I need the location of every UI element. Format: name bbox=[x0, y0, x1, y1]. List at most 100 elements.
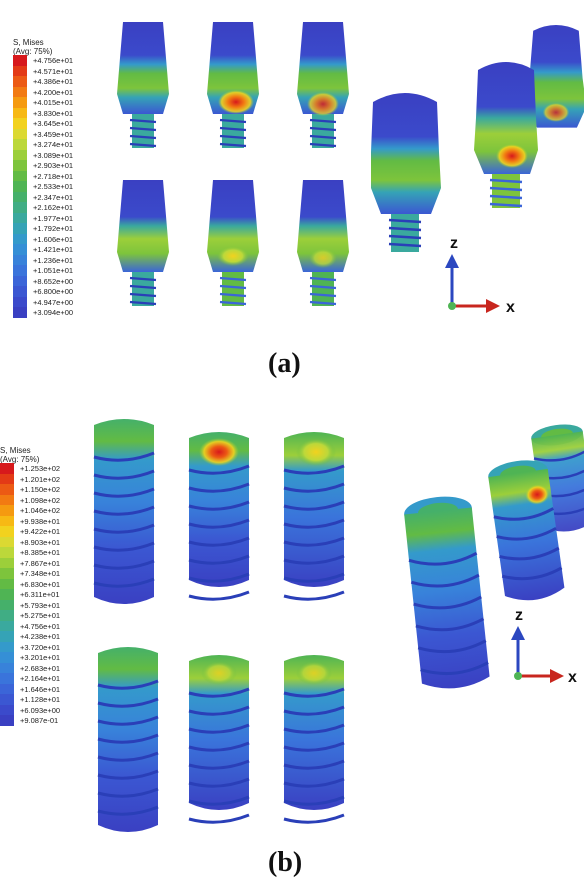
legend-row: +1.150e+02 bbox=[0, 484, 60, 495]
legend-value: +6.830e+01 bbox=[20, 579, 61, 589]
legend-value: +7.867e+01 bbox=[20, 558, 61, 568]
legend-title: S, Mises bbox=[0, 446, 31, 455]
legend-value: +1.606e+01 bbox=[33, 234, 74, 244]
legend-row: +1.236e+01 bbox=[13, 254, 74, 266]
legend-swatch bbox=[13, 181, 27, 192]
legend-value: +3.645e+01 bbox=[33, 119, 74, 128]
implant-model-6 bbox=[282, 655, 346, 824]
legend-swatch bbox=[13, 223, 27, 234]
legend-value: +2.162e+01 bbox=[33, 203, 74, 212]
panel-a: S, Mises (Avg: 75%) +4.756e+01 +4.571e+01… bbox=[0, 0, 584, 390]
legend-swatch bbox=[13, 286, 27, 297]
legend-swatch bbox=[13, 244, 27, 255]
legend-row: +7.867e+01 bbox=[0, 557, 61, 569]
legend-row: +3.201e+01 bbox=[0, 652, 60, 663]
legend-swatch bbox=[0, 589, 14, 600]
legend-swatch bbox=[0, 704, 14, 716]
legend-row: +7.348e+01 bbox=[0, 568, 61, 579]
legend-value: +9.087e-01 bbox=[20, 716, 59, 725]
legend-value: +1.051e+01 bbox=[33, 266, 74, 275]
legend-value: +3.720e+01 bbox=[20, 642, 61, 652]
legend-panel-b: S, Mises (Avg: 75%) +1.253e+02 +1.201e+02… bbox=[0, 446, 60, 727]
legend-swatch bbox=[13, 128, 27, 140]
legend-value: +1.792e+01 bbox=[33, 224, 74, 233]
legend-value: +2.164e+01 bbox=[20, 674, 61, 683]
legend-swatch bbox=[0, 673, 14, 684]
legend-row: +1.098e+02 bbox=[0, 494, 61, 506]
legend-value: +8.385e+01 bbox=[20, 548, 61, 557]
legend-swatch bbox=[13, 296, 27, 308]
legend-value: +1.201e+02 bbox=[20, 474, 61, 484]
legend-row: +3.459e+01 bbox=[13, 128, 74, 140]
legend-value: +4.947e+00 bbox=[33, 297, 74, 307]
legend-row: +3.094e+00 bbox=[13, 307, 73, 318]
legend-value: +1.046e+02 bbox=[20, 506, 61, 515]
legend-value: +4.756e+01 bbox=[20, 621, 61, 631]
implant-model-2 bbox=[187, 432, 251, 601]
legend-value: +2.533e+01 bbox=[33, 182, 74, 191]
figure-label-b: (b) bbox=[268, 847, 303, 878]
legend-value: +4.015e+01 bbox=[33, 98, 74, 107]
legend-swatch bbox=[0, 631, 14, 642]
abutment-model-4 bbox=[117, 180, 169, 306]
legend-value: +6.093e+00 bbox=[20, 705, 61, 715]
legend-subtitle: (Avg: 75%) bbox=[0, 455, 40, 464]
legend-row: +2.162e+01 bbox=[13, 202, 74, 213]
legend-swatch bbox=[0, 610, 14, 621]
legend-swatch bbox=[13, 149, 27, 161]
implant-model-1 bbox=[94, 419, 154, 604]
legend-value: +1.421e+01 bbox=[33, 245, 74, 254]
legend-row: +3.830e+01 bbox=[13, 107, 74, 119]
implant-model-4 bbox=[96, 647, 160, 832]
abutment-model-1 bbox=[115, 20, 171, 150]
legend-row: +3.089e+01 bbox=[13, 149, 73, 161]
legend-swatch bbox=[13, 191, 27, 203]
legend-value: +4.238e+01 bbox=[20, 632, 61, 641]
legend-row: +1.201e+02 bbox=[0, 473, 61, 485]
legend-value: +6.800e+00 bbox=[33, 287, 74, 296]
legend-value: +3.459e+01 bbox=[33, 129, 74, 139]
legend-row: +1.253e+02 bbox=[0, 463, 61, 474]
legend-row: +4.386e+01 bbox=[13, 76, 74, 87]
axis-triad-b: z x bbox=[511, 607, 577, 686]
legend-value: +1.253e+02 bbox=[20, 464, 61, 473]
legend-row: +9.422e+01 bbox=[0, 526, 60, 537]
legend-value: +7.348e+01 bbox=[20, 569, 61, 578]
legend-row: +4.015e+01 bbox=[13, 97, 74, 108]
legend-value: +8.652e+00 bbox=[33, 276, 74, 286]
legend-swatch bbox=[0, 683, 14, 695]
legend-swatch bbox=[0, 694, 14, 705]
legend-swatch bbox=[0, 505, 14, 516]
legend-title: S, Mises bbox=[13, 38, 44, 47]
legend-swatch bbox=[0, 641, 14, 653]
legend-value: +4.386e+01 bbox=[33, 77, 74, 86]
legend-row: +1.051e+01 bbox=[13, 265, 74, 276]
legend-swatch bbox=[13, 139, 27, 150]
legend-swatch bbox=[0, 547, 14, 558]
abutment-model-2 bbox=[205, 20, 261, 150]
legend-value: +3.830e+01 bbox=[33, 108, 74, 118]
legend-row: +4.947e+00 bbox=[13, 296, 74, 308]
legend-value: +1.098e+02 bbox=[20, 495, 61, 505]
legend-swatch bbox=[0, 536, 14, 548]
legend-value: +1.236e+01 bbox=[33, 255, 74, 265]
axis-label-z: z bbox=[515, 607, 523, 624]
implant-model-3 bbox=[282, 432, 346, 601]
legend-row: +6.800e+00 bbox=[13, 286, 74, 297]
axis-label-x: x bbox=[506, 299, 515, 316]
legend-swatch bbox=[13, 55, 27, 66]
legend-row: +6.830e+01 bbox=[0, 578, 61, 590]
legend-row: +3.720e+01 bbox=[0, 641, 61, 653]
implant-model-5 bbox=[187, 655, 251, 824]
legend-swatch bbox=[13, 254, 27, 266]
legend-swatch bbox=[13, 118, 27, 129]
legend-row: +1.646e+01 bbox=[0, 683, 60, 695]
legend-value: +2.683e+01 bbox=[20, 663, 61, 673]
legend-row: +2.903e+01 bbox=[13, 160, 73, 171]
legend-swatch bbox=[0, 463, 14, 474]
legend-row: +6.311e+01 bbox=[0, 589, 60, 600]
abutment-model-5 bbox=[207, 180, 259, 306]
legend-panel-a: S, Mises (Avg: 75%) +4.756e+01 +4.571e+01… bbox=[13, 38, 73, 319]
legend-value: +1.128e+01 bbox=[20, 695, 61, 704]
figure-label-a: (a) bbox=[268, 348, 301, 379]
